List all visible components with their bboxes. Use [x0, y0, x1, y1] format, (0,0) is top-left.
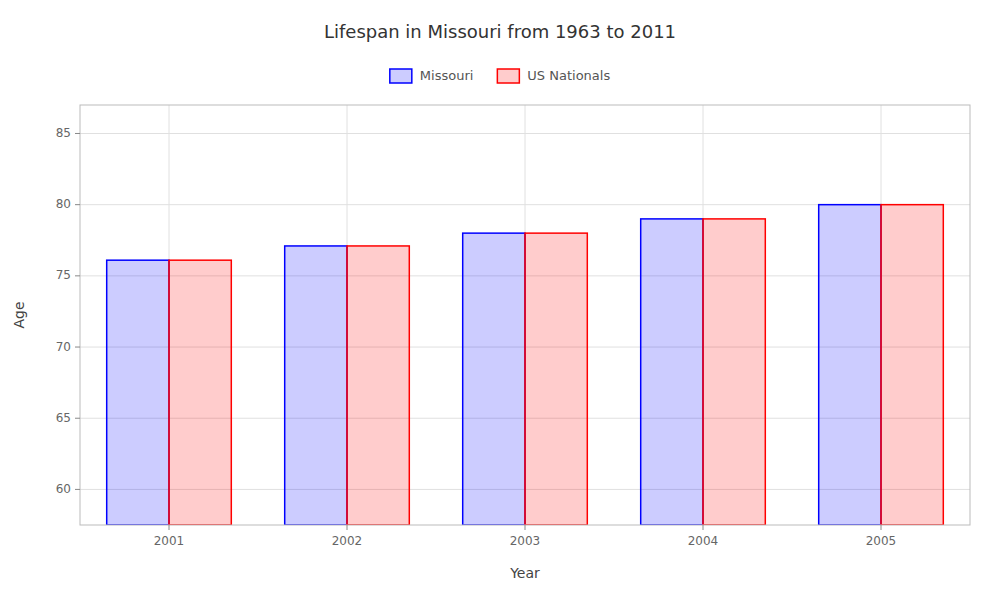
x-tick-label: 2002 [332, 534, 363, 548]
bar [881, 205, 943, 525]
bars [107, 205, 944, 525]
chart-svg: 60 65 70 75 80 85 2001 2002 2003 2004 2005 Year Age L… [0, 0, 1000, 600]
bar [641, 219, 703, 525]
x-tick-label: 2004 [688, 534, 719, 548]
bar [285, 246, 347, 525]
legend-item: US Nationals [497, 68, 610, 84]
title: Lifespan in Missouri from 1963 to 2011 [324, 21, 676, 42]
y-tick [75, 418, 80, 419]
background [0, 0, 1000, 600]
bar [525, 233, 587, 525]
legend-item: Missouri [390, 68, 474, 84]
chart-container: 60 65 70 75 80 85 2001 2002 2003 2004 2005 Year Age L… [0, 0, 1000, 600]
y-tick [75, 275, 80, 276]
x-axis-label: Year [509, 565, 540, 581]
y-tick [75, 347, 80, 348]
y-tick-label: 85 [56, 126, 71, 140]
x-tick [881, 525, 882, 530]
bar [107, 260, 169, 525]
bar [819, 205, 881, 525]
x-tick-label: 2003 [510, 534, 541, 548]
x-tick [347, 525, 348, 530]
x-tick [525, 525, 526, 530]
grid [80, 105, 970, 525]
y-tick [75, 204, 80, 205]
legend-label: Missouri [420, 68, 474, 83]
bar [703, 219, 765, 525]
bar [169, 260, 231, 525]
bar [347, 246, 409, 525]
y-tick-label: 75 [56, 268, 71, 282]
y-axis-label: Age [11, 301, 27, 328]
x-axis: 2001 2002 2003 2004 2005 [154, 525, 897, 548]
plot-frame [80, 105, 970, 525]
y-tick [75, 133, 80, 134]
y-axis: 60 65 70 75 80 85 [56, 126, 80, 496]
x-tick [703, 525, 704, 530]
legend: Missouri US Nationals [390, 68, 611, 84]
legend-swatch [497, 69, 519, 83]
y-tick [75, 489, 80, 490]
legend-label: US Nationals [527, 68, 610, 83]
y-tick-label: 80 [56, 197, 71, 211]
bar [463, 233, 525, 525]
x-tick [169, 525, 170, 530]
x-tick-label: 2001 [154, 534, 185, 548]
y-tick-label: 70 [56, 340, 71, 354]
y-tick-label: 65 [56, 411, 71, 425]
y-tick-label: 60 [56, 482, 71, 496]
x-tick-label: 2005 [866, 534, 897, 548]
legend-swatch [390, 69, 412, 83]
